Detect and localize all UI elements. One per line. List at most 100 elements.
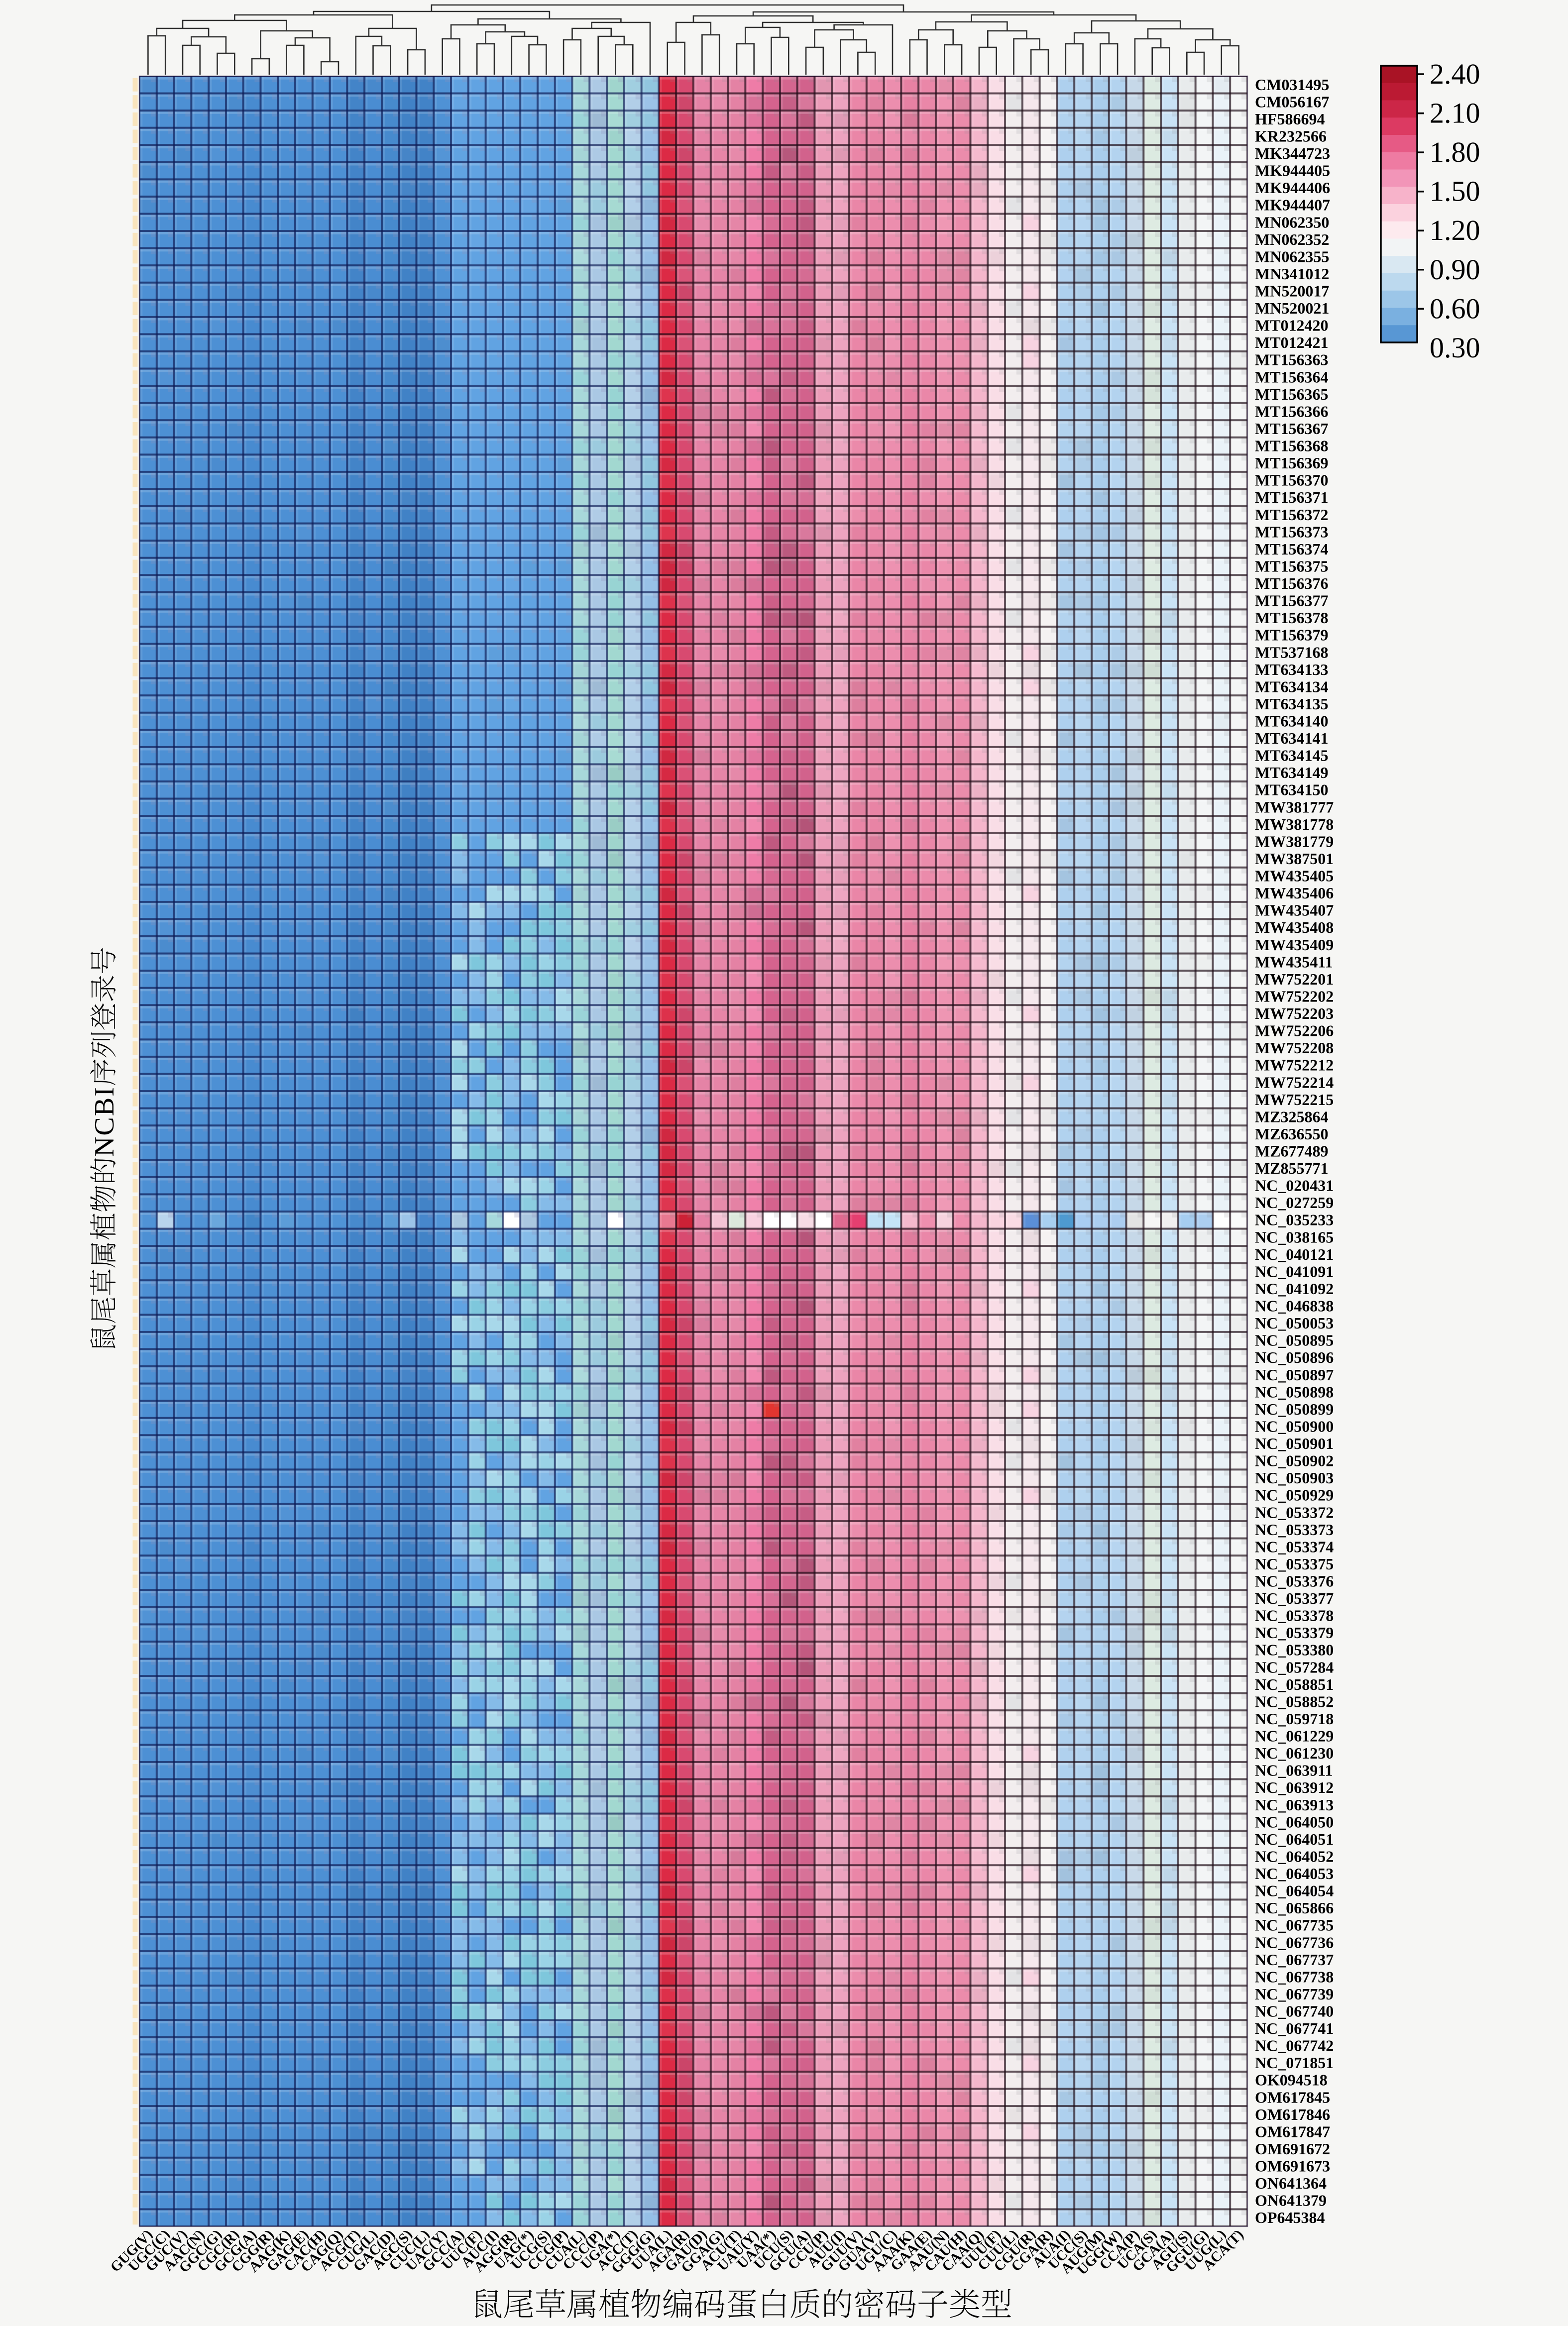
- svg-text:NC_050895: NC_050895: [1255, 1331, 1334, 1349]
- svg-text:NC_041091: NC_041091: [1255, 1262, 1334, 1280]
- svg-text:MW752208: MW752208: [1255, 1039, 1334, 1057]
- svg-text:MT156363: MT156363: [1255, 351, 1329, 369]
- svg-text:NC_058852: NC_058852: [1255, 1692, 1334, 1710]
- svg-text:MT156368: MT156368: [1255, 437, 1329, 455]
- svg-text:OK094518: OK094518: [1255, 2071, 1328, 2089]
- svg-text:NC_050901: NC_050901: [1255, 1435, 1334, 1452]
- svg-text:NC_063913: NC_063913: [1255, 1796, 1334, 1814]
- svg-text:NC_064054: NC_064054: [1255, 1882, 1334, 1900]
- svg-text:NC_050898: NC_050898: [1255, 1383, 1334, 1401]
- svg-text:NC_027259: NC_027259: [1255, 1194, 1334, 1212]
- svg-text:NC_063912: NC_063912: [1255, 1778, 1334, 1796]
- svg-text:NC_067736: NC_067736: [1255, 1933, 1334, 1951]
- svg-text:CM031495: CM031495: [1255, 76, 1329, 94]
- svg-text:OM617845: OM617845: [1255, 2088, 1330, 2106]
- svg-text:MT634145: MT634145: [1255, 747, 1329, 765]
- svg-text:MT156365: MT156365: [1255, 385, 1329, 403]
- svg-text:MT156373: MT156373: [1255, 523, 1329, 541]
- svg-text:NC_067741: NC_067741: [1255, 2019, 1334, 2037]
- svg-text:MW752203: MW752203: [1255, 1004, 1334, 1022]
- svg-text:I: I: [89, 1087, 120, 1097]
- svg-text:MW752206: MW752206: [1255, 1022, 1334, 1040]
- svg-text:HF586694: HF586694: [1255, 110, 1325, 128]
- svg-text:NC_050896: NC_050896: [1255, 1348, 1334, 1366]
- svg-text:NC_053378: NC_053378: [1255, 1607, 1334, 1625]
- svg-text:NC_067740: NC_067740: [1255, 2002, 1334, 2020]
- svg-text:NC_050903: NC_050903: [1255, 1469, 1334, 1487]
- svg-text:MK344723: MK344723: [1255, 144, 1330, 162]
- svg-text:NC_063911: NC_063911: [1255, 1762, 1333, 1779]
- svg-text:NC_057284: NC_057284: [1255, 1658, 1334, 1676]
- svg-text:NC_067739: NC_067739: [1255, 1985, 1334, 2003]
- svg-text:MT156366: MT156366: [1255, 402, 1329, 420]
- svg-text:NC_067742: NC_067742: [1255, 2037, 1334, 2055]
- svg-text:MT634135: MT634135: [1255, 695, 1329, 713]
- svg-text:MW752212: MW752212: [1255, 1056, 1334, 1074]
- svg-text:2.10: 2.10: [1430, 97, 1480, 129]
- svg-text:MT634150: MT634150: [1255, 781, 1329, 799]
- svg-text:MT012420: MT012420: [1255, 317, 1329, 334]
- svg-text:MW752214: MW752214: [1255, 1073, 1334, 1091]
- svg-text:NC_053380: NC_053380: [1255, 1641, 1334, 1659]
- svg-text:NC_053379: NC_053379: [1255, 1624, 1334, 1642]
- svg-text:MW387501: MW387501: [1255, 850, 1334, 868]
- svg-text:NC_067735: NC_067735: [1255, 1916, 1334, 1934]
- svg-text:NC_067737: NC_067737: [1255, 1951, 1334, 1969]
- svg-text:NC_053374: NC_053374: [1255, 1538, 1334, 1555]
- svg-text:0.90: 0.90: [1430, 253, 1480, 286]
- svg-text:MT634149: MT634149: [1255, 764, 1329, 781]
- svg-text:NC_035233: NC_035233: [1255, 1211, 1334, 1229]
- svg-text:MT537168: MT537168: [1255, 643, 1329, 661]
- svg-text:0.30: 0.30: [1430, 332, 1480, 364]
- svg-text:NC_041092: NC_041092: [1255, 1280, 1334, 1298]
- svg-text:MT156377: MT156377: [1255, 592, 1329, 610]
- svg-text:MW435405: MW435405: [1255, 867, 1334, 885]
- svg-text:MT156374: MT156374: [1255, 540, 1329, 558]
- svg-text:NC_050899: NC_050899: [1255, 1400, 1334, 1418]
- svg-text:NC_050929: NC_050929: [1255, 1486, 1334, 1504]
- svg-text:MT156375: MT156375: [1255, 557, 1329, 575]
- svg-text:ON641364: ON641364: [1255, 2174, 1327, 2192]
- svg-text:MT634140: MT634140: [1255, 712, 1329, 730]
- svg-text:MT156379: MT156379: [1255, 626, 1329, 644]
- svg-text:NC_046838: NC_046838: [1255, 1297, 1334, 1315]
- svg-text:CM056167: CM056167: [1255, 93, 1329, 111]
- svg-text:NC_059718: NC_059718: [1255, 1710, 1334, 1728]
- svg-text:NC_065866: NC_065866: [1255, 1899, 1334, 1917]
- svg-text:MN062355: MN062355: [1255, 247, 1329, 265]
- svg-text:OM691672: OM691672: [1255, 2140, 1330, 2158]
- svg-text:MW752201: MW752201: [1255, 970, 1334, 988]
- svg-text:NC_050902: NC_050902: [1255, 1452, 1334, 1470]
- svg-text:NC_061230: NC_061230: [1255, 1744, 1334, 1762]
- svg-text:0.60: 0.60: [1430, 292, 1480, 325]
- svg-text:MW435411: MW435411: [1255, 953, 1333, 971]
- svg-text:MT156376: MT156376: [1255, 574, 1329, 592]
- svg-text:NC_020431: NC_020431: [1255, 1177, 1334, 1195]
- svg-text:OP645384: OP645384: [1255, 2209, 1325, 2226]
- svg-text:MZ325864: MZ325864: [1255, 1108, 1329, 1125]
- svg-text:MT634141: MT634141: [1255, 729, 1329, 747]
- svg-text:NC_050053: NC_050053: [1255, 1314, 1334, 1332]
- svg-text:NC_050897: NC_050897: [1255, 1366, 1334, 1384]
- svg-text:NC_064052: NC_064052: [1255, 1848, 1334, 1866]
- svg-text:MT634133: MT634133: [1255, 661, 1329, 678]
- svg-text:MN062352: MN062352: [1255, 230, 1329, 248]
- svg-text:NC_061229: NC_061229: [1255, 1727, 1334, 1745]
- svg-text:MW435406: MW435406: [1255, 884, 1334, 902]
- svg-text:MK944405: MK944405: [1255, 162, 1330, 180]
- svg-text:MT156369: MT156369: [1255, 454, 1329, 472]
- svg-text:MT156370: MT156370: [1255, 471, 1329, 489]
- svg-text:MK944406: MK944406: [1255, 179, 1330, 197]
- svg-text:MT156367: MT156367: [1255, 420, 1329, 438]
- svg-text:MT156371: MT156371: [1255, 488, 1329, 506]
- svg-text:NC_050900: NC_050900: [1255, 1418, 1334, 1436]
- svg-text:MT156364: MT156364: [1255, 368, 1329, 386]
- svg-text:MW381778: MW381778: [1255, 815, 1334, 833]
- svg-text:OM617846: OM617846: [1255, 2105, 1330, 2123]
- svg-text:MZ636550: MZ636550: [1255, 1125, 1329, 1143]
- svg-text:C: C: [89, 1117, 120, 1135]
- svg-text:NC_053372: NC_053372: [1255, 1503, 1334, 1521]
- svg-text:NC_053377: NC_053377: [1255, 1589, 1334, 1607]
- svg-text:NC_071851: NC_071851: [1255, 2054, 1334, 2072]
- svg-text:MK944407: MK944407: [1255, 196, 1330, 214]
